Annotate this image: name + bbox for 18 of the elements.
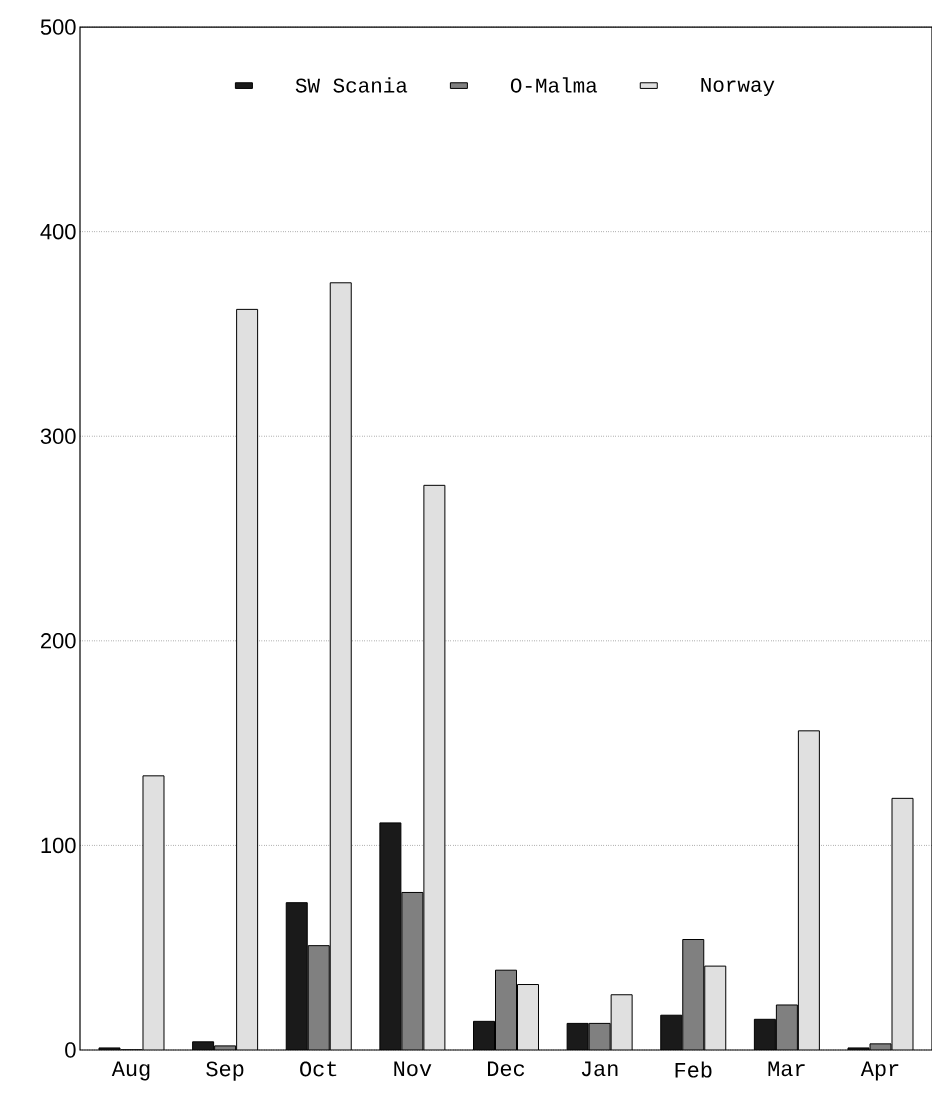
x-tick-label: Nov	[394, 1061, 432, 1077]
legend-label: SW Scania	[295, 77, 408, 93]
legend-label: Norway	[701, 77, 775, 97]
x-tick-label: Sep	[206, 1061, 244, 1081]
x-tick-label: Feb	[675, 1061, 712, 1078]
y-tick-label: 500	[40, 19, 76, 35]
x-tick-label: Oct	[300, 1061, 337, 1077]
x-tick-label: Mar	[768, 1061, 805, 1077]
x-tick-label: Apr	[860, 1061, 899, 1081]
y-tick-label: 0	[65, 1042, 76, 1058]
legend-label: O-Malma	[510, 77, 598, 93]
y-tick-label: 100	[41, 837, 76, 854]
x-tick-label: Dec	[488, 1061, 525, 1077]
y-tick-label: 200	[41, 633, 76, 649]
y-tick-label: 300	[40, 428, 76, 444]
x-tick-label: Aug	[111, 1061, 150, 1081]
y-tick-label: 400	[40, 223, 76, 240]
x-tick-label: Jan	[581, 1061, 618, 1077]
